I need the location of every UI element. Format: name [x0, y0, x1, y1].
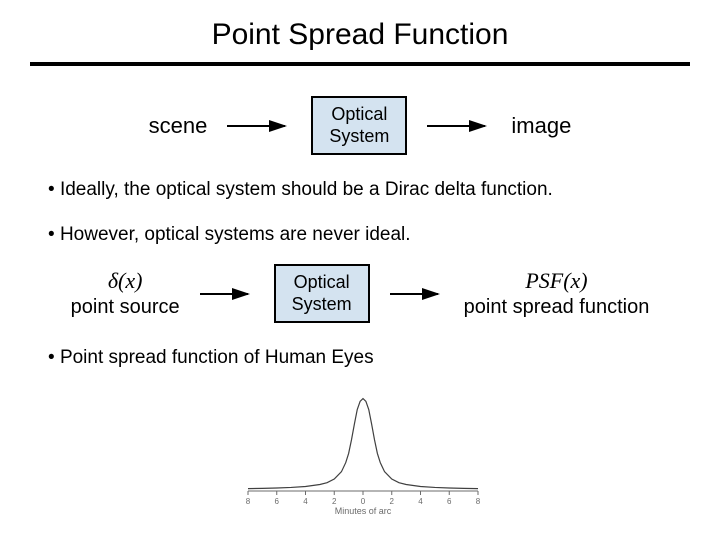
- optical-line2: System: [329, 126, 389, 146]
- optical-system-box: Optical System: [311, 96, 407, 155]
- optical-line1: Optical: [294, 272, 350, 292]
- svg-text:4: 4: [303, 497, 308, 506]
- psf-formula: PSF(x): [525, 268, 587, 294]
- bullet-2-text: However, optical systems are never ideal…: [60, 224, 411, 245]
- bullet-3: • Point spread function of Human Eyes: [48, 343, 672, 373]
- svg-text:6: 6: [275, 497, 280, 506]
- page-title: Point Spread Function: [0, 18, 720, 52]
- image-label: image: [511, 113, 571, 139]
- optical-line2: System: [292, 294, 352, 314]
- bullet-1: • Ideally, the optical system should be …: [48, 175, 672, 205]
- psf-chart: 8 6 4 2 0 2 4 6 8 Minutes of arc: [230, 388, 490, 518]
- psf-label: point spread function: [464, 296, 650, 319]
- bullet-list: • Ideally, the optical system should be …: [48, 175, 672, 250]
- psf-chart-wrap: 8 6 4 2 0 2 4 6 8 Minutes of arc: [0, 388, 720, 518]
- title-underline: [30, 62, 690, 66]
- arrow-icon: [198, 285, 256, 303]
- arrow-icon: [388, 285, 446, 303]
- svg-text:2: 2: [332, 497, 337, 506]
- svg-text:4: 4: [418, 497, 423, 506]
- scene-label: scene: [149, 113, 208, 139]
- point-source-label: point source: [71, 296, 180, 319]
- bullet-1-text: Ideally, the optical system should be a …: [60, 179, 553, 200]
- delta-formula: δ(x): [108, 268, 143, 294]
- svg-text:0: 0: [361, 497, 366, 506]
- point-source-stack: δ(x) point source: [71, 268, 180, 319]
- bullet-2: • However, optical systems are never ide…: [48, 220, 672, 250]
- bullet-3-text: Point spread function of Human Eyes: [60, 347, 374, 368]
- diagram-psf: δ(x) point source Optical System PSF(x) …: [0, 264, 720, 323]
- svg-text:2: 2: [390, 497, 395, 506]
- svg-text:8: 8: [476, 497, 481, 506]
- svg-text:Minutes of arc: Minutes of arc: [335, 506, 392, 516]
- optical-line1: Optical: [331, 104, 387, 124]
- optical-system-box: Optical System: [274, 264, 370, 323]
- svg-text:8: 8: [246, 497, 251, 506]
- arrow-icon: [425, 117, 493, 135]
- bullet-list-2: • Point spread function of Human Eyes: [48, 343, 672, 373]
- arrow-icon: [225, 117, 293, 135]
- diagram-scene-image: scene Optical System image: [0, 96, 720, 155]
- psf-stack: PSF(x) point spread function: [464, 268, 650, 319]
- svg-text:6: 6: [447, 497, 452, 506]
